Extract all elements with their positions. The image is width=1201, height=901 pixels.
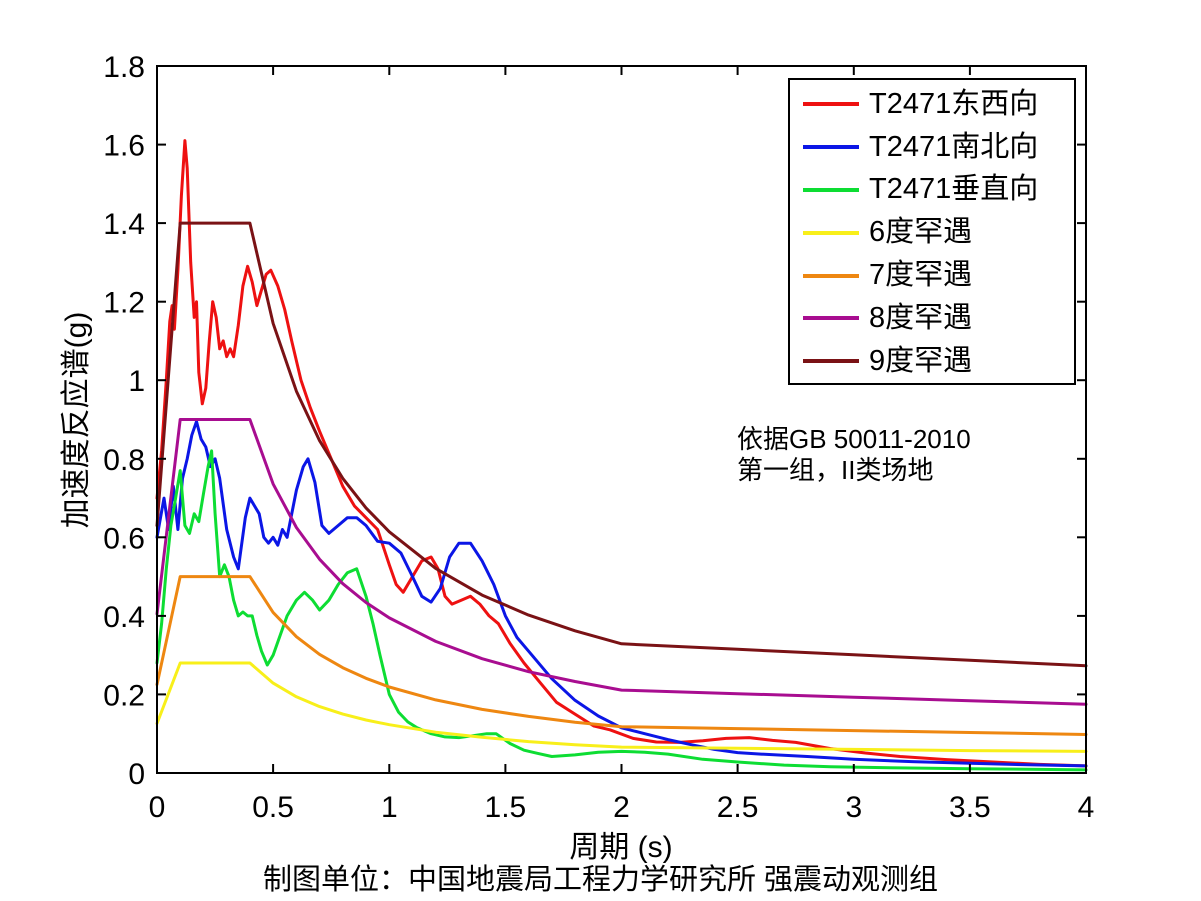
x-tick-label: 3 [845, 791, 862, 824]
y-tick-label: 1.2 [103, 287, 145, 320]
annotation-line-2: 第一组，II类场地 [737, 455, 934, 485]
y-tick-label: 0.2 [103, 679, 145, 712]
y-tick-label: 0.8 [103, 444, 145, 477]
series-line-2 [155, 449, 1088, 772]
legend-entry-label: 7度罕遇 [869, 259, 973, 292]
series-line-0 [155, 139, 1088, 768]
x-tick-label: 1.5 [485, 791, 527, 824]
y-tick-label: 1.8 [103, 51, 145, 84]
legend-line-sample [803, 230, 859, 235]
legend-entry-1: T2471南北向 [790, 126, 1074, 169]
legend-entry-label: 6度罕遇 [869, 216, 973, 249]
y-tick-label: 0.6 [103, 522, 145, 555]
series-line-4 [155, 575, 1088, 736]
y-axis-label: 加速度反应谱(g) [60, 311, 93, 529]
legend-line-sample [803, 316, 859, 321]
y-tick-label: 1 [128, 365, 145, 398]
legend-entry-0: T2471东西向 [790, 83, 1074, 126]
legend-entry-label: 9度罕遇 [869, 344, 973, 377]
legend-entry-label: T2471南北向 [869, 130, 1039, 163]
legend-line-sample [803, 359, 859, 364]
annotation-line-1: 依据GB 50011-2010 [737, 424, 971, 454]
x-tick-label: 3.5 [949, 791, 991, 824]
legend-entry-label: T2471垂直向 [869, 173, 1039, 206]
y-tick-label: 0.4 [103, 601, 145, 634]
series-line-5 [155, 418, 1088, 706]
legend-entry-5: 8度罕遇 [790, 297, 1074, 340]
figure-caption: 制图单位：中国地震局工程力学研究所 强震动观测组 [262, 864, 939, 896]
legend-line-sample [803, 145, 859, 150]
legend-line-sample [803, 102, 859, 107]
y-tick-label: 1.6 [103, 130, 145, 163]
x-tick-label: 4 [1078, 791, 1095, 824]
x-tick-label: 2.5 [717, 791, 759, 824]
legend-entry-label: 8度罕遇 [869, 301, 973, 334]
legend-entry-6: 9度罕遇 [790, 340, 1074, 383]
legend-entry-3: 6度罕遇 [790, 211, 1074, 254]
y-tick-label: 1.4 [103, 208, 145, 241]
legend-entry-label: T2471东西向 [869, 87, 1039, 120]
legend-entry-2: T2471垂直向 [790, 169, 1074, 212]
series-line-3 [155, 661, 1088, 753]
legend-line-sample [803, 273, 859, 278]
legend-entry-4: 7度罕遇 [790, 254, 1074, 297]
x-axis-label: 周期 (s) [569, 831, 673, 864]
x-tick-label: 0.5 [252, 791, 294, 824]
legend-box: T2471东西向 T2471南北向 T2471垂直向 6度罕遇 7度罕遇 8度罕遇 9度罕遇 [788, 78, 1076, 385]
x-tick-label: 2 [613, 791, 630, 824]
y-tick-label: 0 [128, 758, 145, 791]
series-line-6 [155, 221, 1088, 668]
x-tick-label: 1 [381, 791, 398, 824]
code-annotation: 依据GB 50011-2010 第一组，II类场地 [737, 424, 971, 486]
legend-line-sample [803, 187, 859, 192]
x-tick-label: 0 [149, 791, 166, 824]
